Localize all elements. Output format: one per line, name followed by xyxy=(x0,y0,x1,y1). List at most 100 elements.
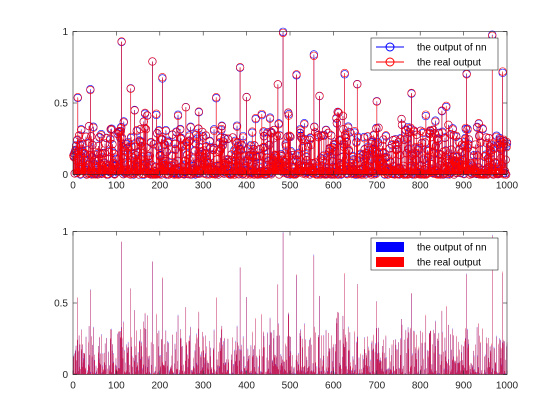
real-point xyxy=(353,133,362,143)
real-point xyxy=(380,154,390,163)
real-point xyxy=(423,152,433,161)
real-point xyxy=(260,142,269,152)
real-point xyxy=(94,148,103,157)
real-point xyxy=(483,163,493,172)
real-point xyxy=(295,168,304,177)
real-point xyxy=(501,155,510,164)
real-point xyxy=(139,117,148,126)
top-xtick-label: 1000 xyxy=(496,181,519,192)
real-point xyxy=(140,123,149,133)
real-point xyxy=(186,123,195,132)
real-point xyxy=(257,109,266,119)
real-point xyxy=(161,157,170,166)
real-point xyxy=(461,123,470,133)
real-point xyxy=(143,111,152,120)
top-ticks: 0 100 200 300 400 500 600 700 800 900 1000 0 0.5 1 xyxy=(54,27,518,192)
real-point xyxy=(275,131,284,140)
real-point xyxy=(374,123,383,132)
real-point xyxy=(88,141,97,150)
real-point xyxy=(106,124,115,134)
real-point xyxy=(205,137,214,146)
real-point xyxy=(378,148,387,157)
real-point xyxy=(344,145,354,154)
real-point xyxy=(85,151,95,160)
real-point xyxy=(161,126,170,136)
real-point xyxy=(286,132,295,141)
real-point xyxy=(439,147,448,156)
real-point xyxy=(295,129,305,138)
real-point xyxy=(484,133,493,143)
real-point xyxy=(234,141,243,150)
real-point xyxy=(272,131,282,140)
real-point xyxy=(217,122,226,131)
real-point xyxy=(327,131,336,140)
real-point xyxy=(135,137,144,146)
real-point xyxy=(119,118,128,127)
real-point xyxy=(487,139,496,148)
real-point xyxy=(145,151,154,160)
real-point xyxy=(278,28,288,38)
real-point xyxy=(318,156,328,165)
legend-nn-label: the output of nn xyxy=(417,43,487,54)
real-point xyxy=(298,142,307,152)
real-point xyxy=(78,139,87,149)
real-point xyxy=(475,132,484,141)
top-xtick-label: 900 xyxy=(455,181,472,192)
real-point xyxy=(126,84,135,93)
real-point xyxy=(239,133,248,142)
real-point xyxy=(462,70,471,79)
top-xtick-label: 800 xyxy=(412,181,429,192)
real-point xyxy=(372,124,381,133)
bottom-plot-data xyxy=(73,231,508,375)
real-point xyxy=(476,137,485,146)
real-point xyxy=(353,80,362,89)
real-point xyxy=(485,158,494,167)
real-point xyxy=(117,133,127,142)
real-point xyxy=(86,86,95,95)
real-point xyxy=(102,134,111,143)
real-point xyxy=(97,131,106,140)
real-point xyxy=(176,135,186,144)
real-point xyxy=(235,63,245,72)
real-point xyxy=(176,134,185,143)
real-point xyxy=(171,145,180,155)
top-ytick-label: 0.5 xyxy=(54,99,68,110)
real-point xyxy=(156,152,165,161)
real-point xyxy=(137,138,146,148)
real-point xyxy=(136,125,145,134)
real-point xyxy=(397,115,406,124)
real-point xyxy=(428,167,437,176)
real-point xyxy=(285,152,294,162)
real-point xyxy=(431,117,440,126)
real-point xyxy=(107,125,116,135)
real-point xyxy=(341,133,350,142)
real-point xyxy=(117,124,126,133)
real-point xyxy=(406,123,415,132)
real-point xyxy=(434,129,443,138)
legend-real-circle-icon xyxy=(385,57,395,67)
real-point xyxy=(339,125,348,134)
real-point xyxy=(285,131,294,140)
real-point xyxy=(181,103,190,112)
real-point xyxy=(173,111,183,120)
real-point xyxy=(296,133,305,142)
real-point xyxy=(206,144,215,153)
real-point xyxy=(371,140,380,149)
real-point xyxy=(87,132,96,141)
real-point xyxy=(111,153,121,162)
real-point xyxy=(332,118,341,128)
real-point xyxy=(442,101,451,110)
real-point xyxy=(80,149,89,158)
top-xtick-label: 200 xyxy=(151,181,168,192)
real-point xyxy=(364,145,374,154)
top-axes: 0 100 200 300 400 500 600 700 800 900 1000 0 0.5 1 th… xyxy=(54,27,518,192)
real-point xyxy=(314,133,323,142)
real-point xyxy=(149,139,158,149)
real-point xyxy=(342,137,351,146)
real-point xyxy=(96,149,105,159)
real-point xyxy=(144,155,154,164)
real-point xyxy=(185,137,194,146)
real-point xyxy=(216,144,226,153)
real-point xyxy=(379,135,388,144)
